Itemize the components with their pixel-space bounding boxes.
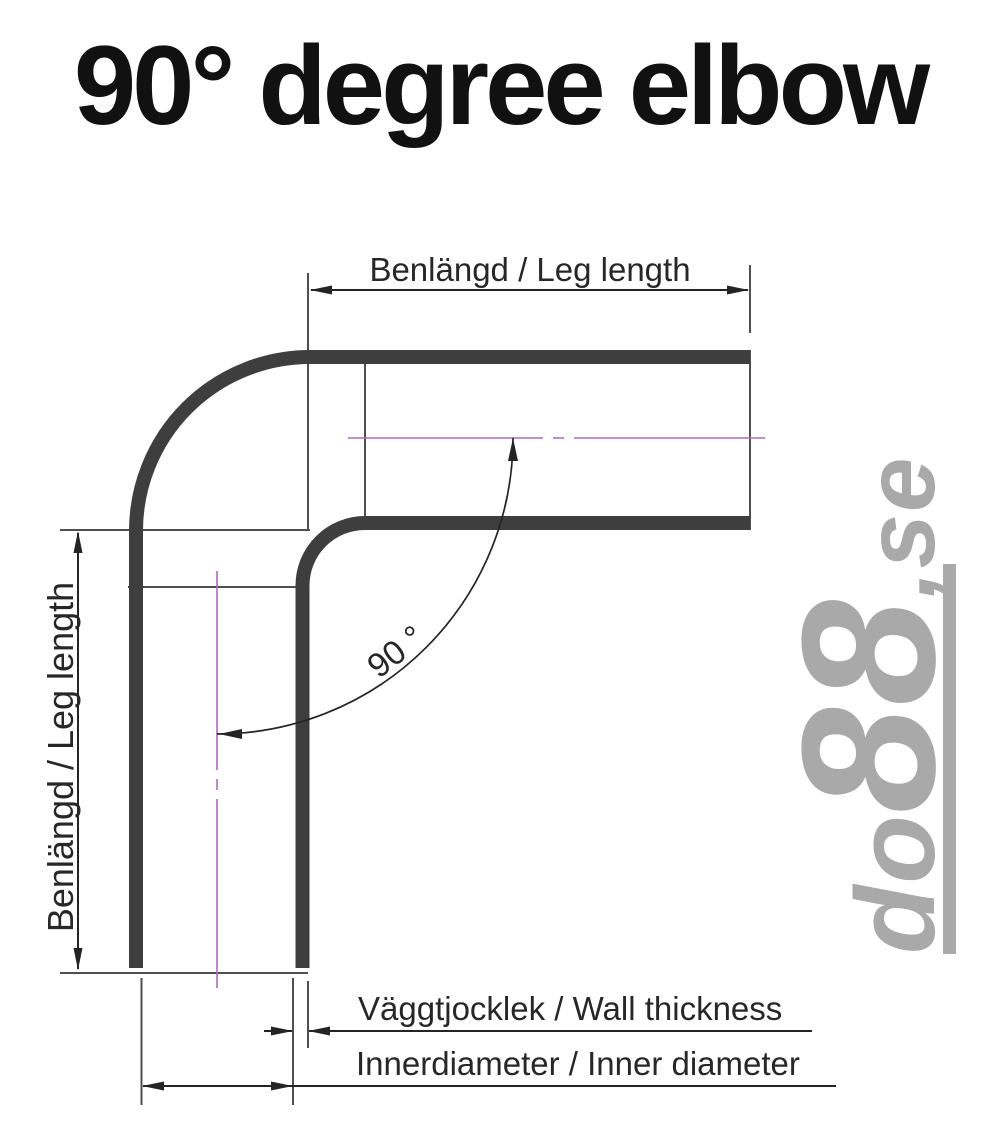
inner-diameter-label: Innerdiameter / Inner diameter (356, 1045, 800, 1082)
arrowhead-arc-left-icon (219, 729, 242, 739)
arrowhead-wall-right-icon (271, 1026, 293, 1036)
watermark-suffix: ,se (845, 455, 955, 598)
leg-length-top-label: Benlängd / Leg length (369, 251, 691, 288)
leg-length-left-label: Benlängd / Leg length (40, 581, 81, 933)
arrowhead-inner-left-icon (142, 1081, 164, 1091)
arrowheads (73, 285, 749, 1091)
arrowhead-left-icon (310, 285, 332, 295)
do88-watermark: do 88 ,se (763, 382, 975, 962)
do88-logo: do 88 ,se (763, 382, 975, 962)
watermark-prefix: do (833, 813, 958, 954)
dimension-lines (77, 289, 836, 1087)
wall-thickness-label: Väggtjocklek / Wall thickness (358, 990, 783, 1027)
angle-arc (216, 437, 514, 735)
arrowhead-down-icon (73, 948, 83, 970)
page-title: 90° degree elbow (73, 23, 930, 148)
arrowhead-up-icon (73, 531, 83, 553)
centerlines (216, 437, 765, 988)
arrowhead-wall-left-icon (308, 1026, 330, 1036)
pipe (129, 350, 750, 968)
watermark-number: 88 (763, 597, 975, 814)
arrowhead-inner-right-icon (271, 1081, 293, 1091)
pipe-outer-wall (129, 350, 750, 968)
arrowhead-right-icon (727, 285, 749, 295)
extension-lines (60, 265, 751, 1105)
watermark-underline-bar (943, 564, 956, 954)
pipe-inner-wall (295, 516, 750, 968)
arrowhead-arc-up-icon (508, 438, 518, 461)
